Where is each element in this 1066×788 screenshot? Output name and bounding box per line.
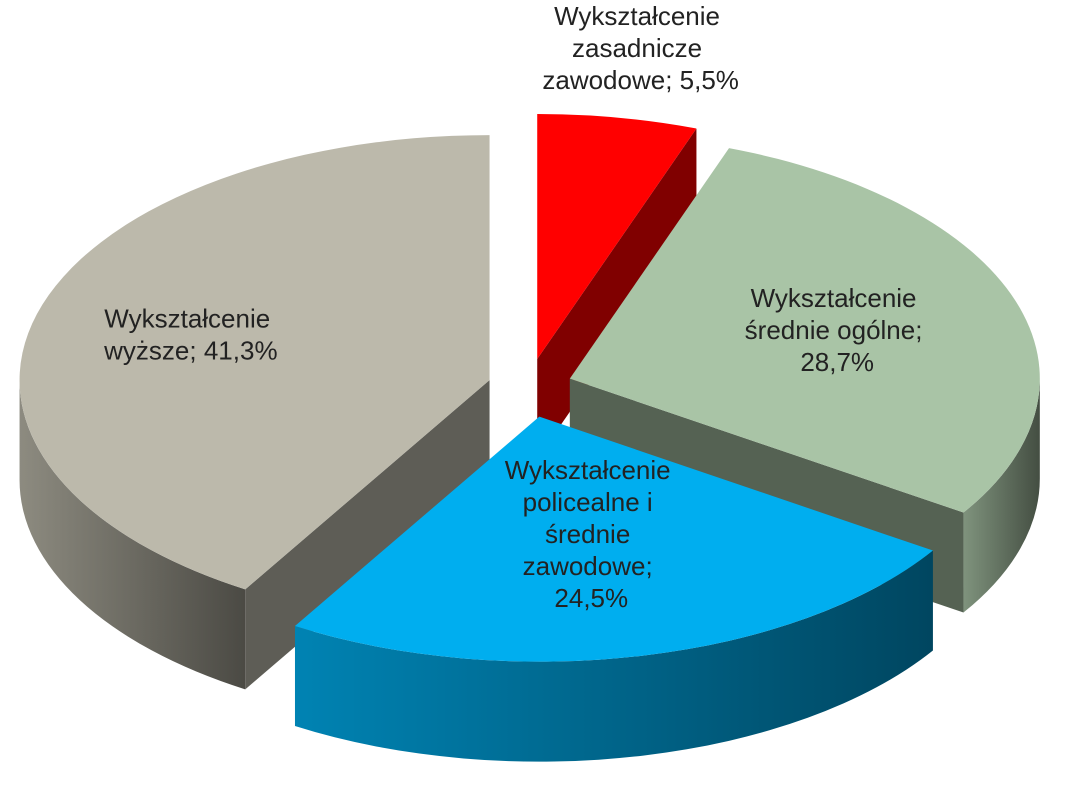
slice	[537, 114, 697, 360]
data-label: Wykształcenie wyższe; 41,3%	[103, 303, 277, 365]
data-label: Wykształcenie średnie ogólne; 28,7%	[745, 283, 930, 377]
slice-side	[19, 380, 246, 690]
slice	[294, 416, 933, 762]
slice	[294, 416, 933, 662]
slice	[19, 135, 490, 690]
slice-side	[963, 378, 1040, 613]
slice-side	[245, 380, 490, 690]
slice	[19, 135, 490, 590]
slice	[569, 148, 1040, 513]
data-label: Wykształcenie policealne i średnie zawod…	[505, 455, 678, 613]
slice-side	[294, 550, 933, 762]
data-label: Wykształcenie zasadnicze zawodowe; 5,5%	[542, 1, 739, 95]
